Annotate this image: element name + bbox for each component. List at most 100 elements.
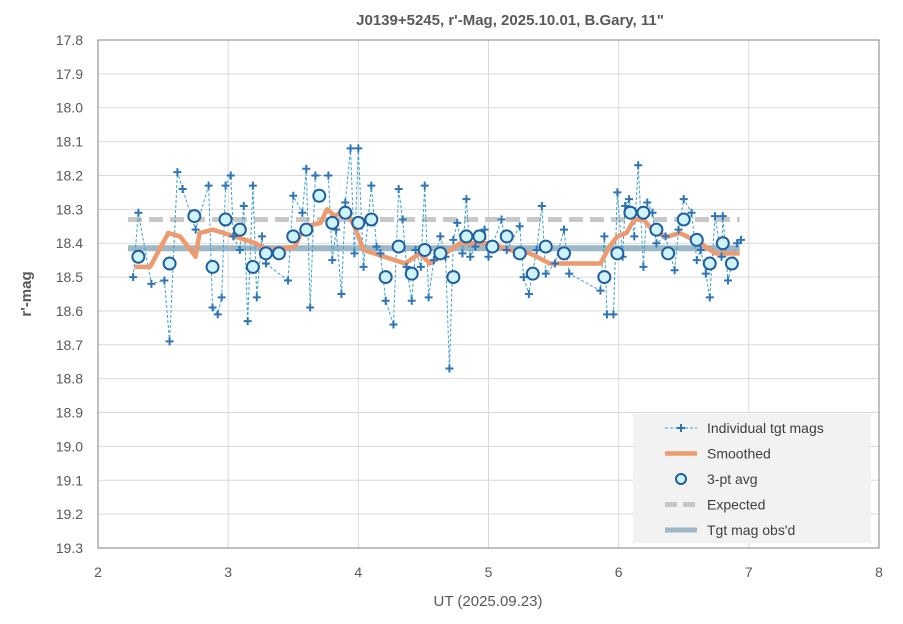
- y-tick-label: 19.1: [56, 472, 83, 488]
- avg-point: [187, 209, 202, 224]
- avg-point: [391, 239, 406, 254]
- avg-point: [131, 249, 146, 264]
- avg-point: [661, 246, 676, 261]
- individual-mag-point: [497, 215, 506, 224]
- individual-mag-point: [424, 293, 433, 302]
- individual-mag-point: [328, 256, 337, 265]
- avg-point: [689, 232, 704, 247]
- individual-mag-point: [541, 269, 550, 278]
- avg-point: [245, 259, 260, 274]
- avg-point: [676, 212, 691, 227]
- individual-mag-point: [217, 293, 226, 302]
- avg-point: [299, 222, 314, 237]
- individual-mag-point: [718, 212, 727, 221]
- individual-mag-point: [710, 212, 719, 221]
- individual-mag-point: [502, 245, 511, 254]
- individual-mag-point: [229, 232, 238, 241]
- legend-plus-icon: [677, 424, 685, 432]
- y-tick-label: 18.6: [56, 303, 83, 319]
- avg-point: [433, 246, 448, 261]
- individual-mag-point: [204, 181, 213, 190]
- individual-mag-point: [213, 310, 222, 319]
- individual-mag-point: [376, 249, 385, 258]
- avg-point: [286, 229, 301, 244]
- individual-mag-point: [613, 188, 622, 197]
- individual-mag-point: [416, 262, 425, 271]
- legend-label: 3-pt avg: [707, 471, 758, 487]
- individual-mag-point: [643, 198, 652, 207]
- y-tick-label: 17.9: [56, 66, 83, 82]
- individual-mag-point: [449, 235, 458, 244]
- individual-mag-point: [687, 208, 696, 217]
- individual-mag-point: [407, 296, 416, 305]
- individual-mag-point: [129, 273, 138, 282]
- avg-point: [205, 259, 220, 274]
- individual-mag-point: [661, 232, 670, 241]
- avg-point: [525, 266, 540, 281]
- individual-mag-point: [701, 269, 710, 278]
- y-tick-label: 17.8: [56, 32, 83, 48]
- x-tick-label: 7: [745, 564, 753, 580]
- avg-point: [312, 188, 327, 203]
- individual-mag-point: [634, 161, 643, 170]
- individual-mag-point: [284, 276, 293, 285]
- individual-mag-point: [515, 222, 524, 231]
- avg-point: [715, 236, 730, 251]
- avg-point: [512, 246, 527, 261]
- x-tick-label: 4: [354, 564, 362, 580]
- x-tick-label: 5: [485, 564, 493, 580]
- x-tick-label: 2: [94, 564, 102, 580]
- individual-mag-point: [298, 208, 307, 217]
- individual-mag-point: [261, 259, 270, 268]
- individual-mag-point: [324, 171, 333, 180]
- avg-point: [351, 215, 366, 230]
- tick-labels: 17.8 17.9 18.0 18.1 18.2 18.3 18.4 18.5 18.6 18.7…: [56, 32, 883, 580]
- legend-label: Tgt mag obs'd: [707, 522, 795, 538]
- individual-mag-point: [484, 252, 493, 261]
- individual-mag-point: [420, 181, 429, 190]
- individual-mag-point: [692, 256, 701, 265]
- individual-mag-point: [630, 232, 639, 241]
- individual-mag-point: [235, 245, 244, 254]
- individual-mag-point: [609, 310, 618, 319]
- individual-mag-point: [519, 273, 528, 282]
- individual-mag-point: [258, 232, 267, 241]
- avg-point: [232, 222, 247, 237]
- individual-mag-point: [354, 144, 363, 153]
- y-tick-label: 18.1: [56, 134, 83, 150]
- avg-point: [538, 239, 553, 254]
- individual-mag-point: [306, 303, 315, 312]
- y-tick-label: 18.9: [56, 405, 83, 421]
- individual-mag-point: [717, 252, 726, 261]
- y-tick-label: 18.3: [56, 201, 83, 217]
- plot-frame: [97, 39, 880, 549]
- avg-point: [556, 246, 571, 261]
- avg-point: [404, 266, 419, 281]
- individual-mag-point: [466, 252, 475, 261]
- avg-point: [472, 229, 487, 244]
- individual-mag-point: [226, 171, 235, 180]
- avg-point: [338, 205, 353, 220]
- individual-mag-point: [389, 320, 398, 329]
- y-tick-label: 18.5: [56, 269, 83, 285]
- avg-point: [325, 215, 340, 230]
- chart-title: J0139+5245, r'-Mag, 2025.10.01, B.Gary, …: [356, 12, 664, 29]
- y-tick-label: 19.3: [56, 540, 83, 556]
- individual-mag-point: [674, 225, 683, 234]
- individual-mag-point: [173, 168, 182, 177]
- legend-label: Individual tgt mags: [707, 420, 824, 436]
- individual-mag-point: [243, 317, 252, 326]
- avg-point: [446, 270, 461, 285]
- avg-point: [417, 242, 432, 257]
- avg-point: [499, 229, 514, 244]
- avg-point: [258, 246, 273, 261]
- individual-mag-point: [696, 245, 705, 254]
- avg-point: [364, 212, 379, 227]
- avg-point: [724, 256, 739, 271]
- avg-point: [623, 205, 638, 220]
- individual-mag-point: [532, 245, 541, 254]
- legend: Individual tgt mags Smoothed 3-pt avg Expec…: [633, 414, 871, 543]
- y-axis-label: r'-mag: [18, 271, 35, 316]
- y-tick-label: 19.0: [56, 438, 83, 454]
- individual-mag-point: [302, 164, 311, 173]
